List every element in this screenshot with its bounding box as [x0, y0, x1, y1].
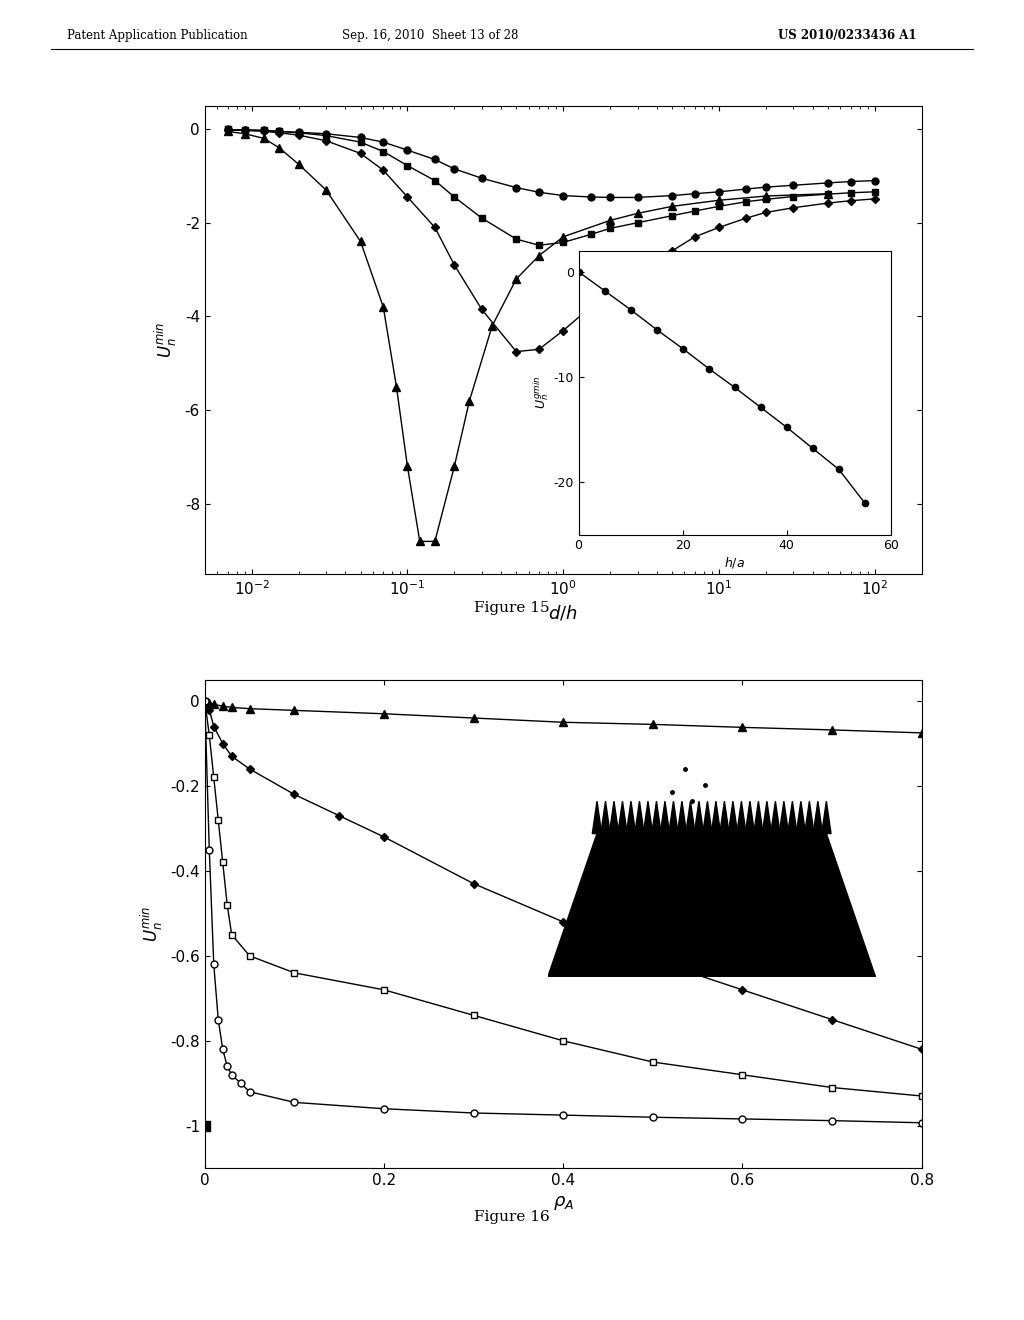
- Polygon shape: [805, 801, 814, 834]
- Polygon shape: [635, 801, 644, 834]
- Polygon shape: [601, 801, 610, 834]
- Polygon shape: [592, 801, 602, 834]
- X-axis label: $\it{d/h}$: $\it{d/h}$: [549, 603, 578, 622]
- Polygon shape: [627, 801, 636, 834]
- Text: Figure 15: Figure 15: [474, 602, 550, 615]
- Polygon shape: [754, 801, 763, 834]
- Polygon shape: [779, 801, 788, 834]
- Y-axis label: $U_n^{gmin}$: $U_n^{gmin}$: [531, 376, 551, 409]
- Polygon shape: [821, 801, 831, 834]
- Polygon shape: [813, 801, 822, 834]
- Polygon shape: [677, 801, 687, 834]
- Text: Figure 16: Figure 16: [474, 1210, 550, 1224]
- Polygon shape: [787, 801, 797, 834]
- Polygon shape: [797, 801, 806, 834]
- Text: Sep. 16, 2010  Sheet 13 of 28: Sep. 16, 2010 Sheet 13 of 28: [342, 29, 518, 42]
- Polygon shape: [720, 801, 729, 834]
- Polygon shape: [745, 801, 755, 834]
- Text: US 2010/0233436 A1: US 2010/0233436 A1: [778, 29, 916, 42]
- Text: Patent Application Publication: Patent Application Publication: [67, 29, 247, 42]
- Y-axis label: $U_n^{min}$: $U_n^{min}$: [153, 322, 179, 358]
- Polygon shape: [771, 801, 780, 834]
- Polygon shape: [669, 801, 678, 834]
- Polygon shape: [548, 834, 876, 977]
- Polygon shape: [728, 801, 737, 834]
- X-axis label: $h/a$: $h/a$: [724, 556, 745, 570]
- Polygon shape: [660, 801, 670, 834]
- Polygon shape: [617, 801, 627, 834]
- Polygon shape: [694, 801, 703, 834]
- Polygon shape: [736, 801, 746, 834]
- Polygon shape: [609, 801, 618, 834]
- Y-axis label: $U_n^{min}$: $U_n^{min}$: [138, 906, 165, 942]
- Polygon shape: [643, 801, 652, 834]
- Polygon shape: [712, 801, 721, 834]
- Polygon shape: [762, 801, 771, 834]
- Polygon shape: [702, 801, 712, 834]
- Polygon shape: [686, 801, 695, 834]
- Polygon shape: [652, 801, 662, 834]
- X-axis label: $\rho_A$: $\rho_A$: [553, 1193, 573, 1212]
